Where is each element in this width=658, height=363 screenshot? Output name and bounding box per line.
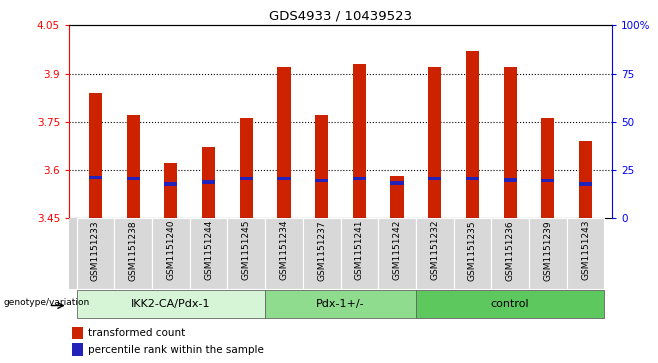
- Bar: [378, 218, 416, 289]
- Bar: [303, 218, 341, 289]
- Bar: [466, 177, 479, 180]
- Bar: [126, 115, 139, 218]
- Bar: [72, 327, 83, 339]
- Bar: [390, 182, 403, 185]
- Bar: [152, 218, 190, 289]
- Text: transformed count: transformed count: [88, 328, 186, 338]
- Text: control: control: [491, 299, 530, 309]
- Bar: [89, 93, 102, 218]
- Bar: [492, 218, 529, 289]
- Text: GSM1151241: GSM1151241: [355, 220, 364, 281]
- Bar: [240, 177, 253, 180]
- Bar: [579, 141, 592, 218]
- Bar: [72, 343, 83, 356]
- Bar: [202, 147, 215, 218]
- Bar: [190, 218, 228, 289]
- Text: GSM1151242: GSM1151242: [393, 220, 401, 280]
- Bar: [164, 182, 178, 186]
- Text: GSM1151237: GSM1151237: [317, 220, 326, 281]
- Text: percentile rank within the sample: percentile rank within the sample: [88, 344, 264, 355]
- Text: GSM1151243: GSM1151243: [581, 220, 590, 281]
- Bar: [567, 218, 605, 289]
- Bar: [76, 290, 265, 318]
- Bar: [228, 218, 265, 289]
- Bar: [416, 290, 605, 318]
- Bar: [503, 178, 517, 182]
- Bar: [315, 115, 328, 218]
- Bar: [466, 51, 479, 218]
- Text: GSM1151240: GSM1151240: [166, 220, 176, 281]
- Bar: [265, 290, 416, 318]
- Text: GSM1151232: GSM1151232: [430, 220, 440, 281]
- Bar: [315, 179, 328, 182]
- Bar: [341, 218, 378, 289]
- Title: GDS4933 / 10439523: GDS4933 / 10439523: [269, 10, 412, 23]
- Text: GSM1151235: GSM1151235: [468, 220, 477, 281]
- Text: GSM1151238: GSM1151238: [129, 220, 138, 281]
- Text: GSM1151236: GSM1151236: [505, 220, 515, 281]
- Bar: [579, 182, 592, 185]
- Bar: [265, 218, 303, 289]
- Bar: [126, 176, 139, 180]
- Bar: [390, 176, 403, 218]
- Bar: [542, 118, 555, 218]
- Bar: [529, 218, 567, 289]
- Bar: [542, 179, 555, 182]
- Bar: [278, 67, 291, 218]
- Bar: [428, 176, 442, 180]
- Bar: [278, 176, 291, 180]
- Bar: [453, 218, 492, 289]
- Text: GSM1151244: GSM1151244: [204, 220, 213, 280]
- Text: genotype/variation: genotype/variation: [3, 298, 89, 307]
- Bar: [76, 218, 114, 289]
- Bar: [114, 218, 152, 289]
- Text: IKK2-CA/Pdx-1: IKK2-CA/Pdx-1: [131, 299, 211, 309]
- Bar: [416, 218, 453, 289]
- Bar: [428, 67, 442, 218]
- Bar: [164, 163, 178, 218]
- Text: GSM1151234: GSM1151234: [280, 220, 288, 281]
- Text: GSM1151245: GSM1151245: [241, 220, 251, 281]
- Bar: [89, 176, 102, 179]
- Text: Pdx-1+/-: Pdx-1+/-: [316, 299, 365, 309]
- Text: GSM1151233: GSM1151233: [91, 220, 100, 281]
- Bar: [202, 180, 215, 184]
- Bar: [503, 67, 517, 218]
- Bar: [353, 64, 366, 218]
- Text: GSM1151239: GSM1151239: [544, 220, 552, 281]
- Bar: [240, 118, 253, 218]
- Bar: [353, 176, 366, 180]
